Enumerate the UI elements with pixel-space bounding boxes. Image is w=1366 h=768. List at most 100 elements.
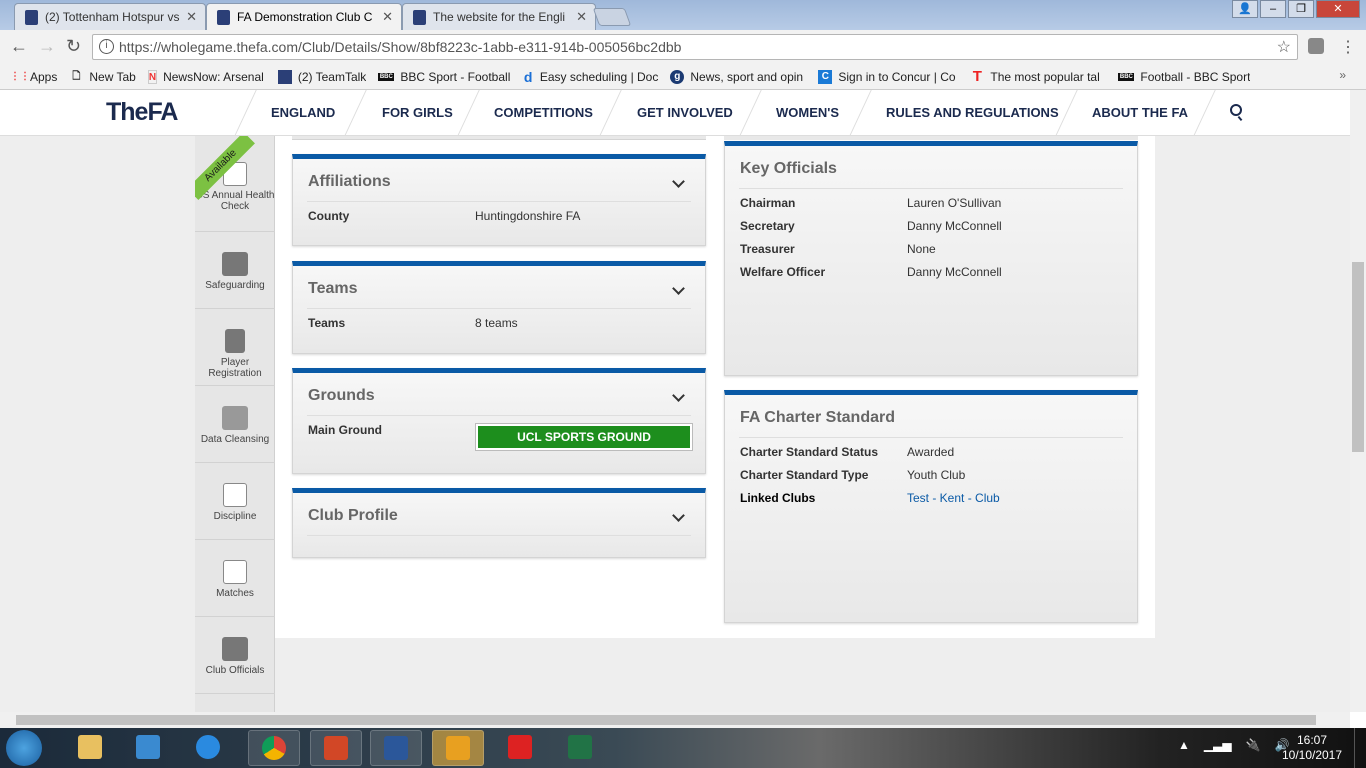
chevron-down-icon[interactable] (672, 389, 685, 402)
field-label: County (308, 209, 350, 223)
nav-rules-and-regulations[interactable]: RULES AND REGULATIONS (886, 105, 1059, 120)
field-label: Secretary (740, 219, 795, 233)
field-value: Lauren O'Sullivan (907, 196, 1002, 210)
start-button[interactable] (6, 730, 42, 766)
sidebar-item-matches[interactable]: Matches (195, 540, 275, 617)
concur-icon: C (818, 69, 833, 84)
sidebar-item-data-cleansing[interactable]: Data Cleansing (195, 386, 275, 463)
close-tab-icon[interactable]: ✕ (382, 9, 393, 24)
chrome-taskbar-button[interactable] (248, 730, 300, 766)
sidebar-item-cs-annual-health-check[interactable]: Available CS Annual Health Check (195, 136, 275, 232)
people-icon (222, 637, 248, 661)
tab-label: (2) Tottenham Hotspur vs (45, 10, 180, 24)
bookmark-bbc-sport[interactable]: BBC BBC Sport - Football (378, 69, 511, 84)
bookmark-star-icon[interactable]: ☆ (1276, 39, 1291, 56)
bookmark-concur[interactable]: C Sign in to Concur | Co (818, 69, 958, 84)
minimize-button[interactable]: – (1260, 0, 1286, 18)
media-taskbar-button[interactable] (122, 730, 174, 766)
affiliations-panel: Affiliations County Huntingdonshire FA (292, 154, 706, 246)
volume-icon[interactable]: 🔊 (1274, 738, 1290, 752)
nav-get-involved[interactable]: GET INVOLVED (637, 105, 733, 120)
tab-tottenham[interactable]: (2) Tottenham Hotspur vs ✕ (14, 3, 206, 30)
doodle-icon: d (523, 69, 533, 84)
word-taskbar-button[interactable] (370, 730, 422, 766)
charter-standard-panel: FA Charter Standard Charter Standard Sta… (724, 390, 1138, 623)
extension-icon[interactable] (1308, 38, 1324, 54)
linked-club-link[interactable]: Test - Kent - Club (907, 491, 1000, 505)
powerpoint-taskbar-button[interactable] (310, 730, 362, 766)
address-bar[interactable]: i https://wholegame.thefa.com/Club/Detail… (92, 34, 1298, 60)
tab-label: FA Demonstration Club C (237, 10, 373, 24)
browser-toolbar: ← → ↻ i https://wholegame.thefa.com/Club/… (0, 30, 1366, 64)
fa-crest-icon (413, 10, 426, 25)
outlook-taskbar-button[interactable] (432, 730, 484, 766)
horizontal-scrollbar[interactable] (0, 712, 1350, 728)
close-tab-icon[interactable]: ✕ (186, 9, 197, 24)
ie-taskbar-button[interactable] (182, 730, 234, 766)
document-football-icon (223, 483, 247, 507)
power-icon[interactable]: 🔌 (1245, 738, 1261, 752)
show-hidden-icons[interactable]: ▲ (1178, 738, 1190, 752)
close-window-button[interactable]: ✕ (1316, 0, 1360, 18)
field-value: 8 teams (475, 316, 518, 330)
bookmark-football-bbc[interactable]: BBC Football - BBC Sport (1118, 69, 1251, 84)
windows-taskbar: ▲ ▁▃▅ 🔌 🔊 16:07 10/10/2017 (0, 728, 1366, 768)
nav-england[interactable]: ENGLAND (271, 105, 336, 120)
clock[interactable]: 16:07 10/10/2017 (1280, 733, 1344, 763)
newsnow-icon: N (147, 69, 158, 84)
bookmark-doodle[interactable]: d Easy scheduling | Doc (523, 69, 659, 84)
bookmark-guardian[interactable]: g News, sport and opin (670, 69, 806, 84)
bbc-icon: BBC (1118, 72, 1135, 81)
bookmark-newsnow[interactable]: N NewsNow: Arsenal N (147, 69, 266, 84)
folder-icon (78, 735, 102, 759)
tab-english-fa[interactable]: The website for the Engli ✕ (402, 3, 596, 30)
info-icon[interactable]: i (99, 39, 114, 54)
sidebar-item-club-officials[interactable]: Club Officials (195, 617, 275, 694)
vertical-scrollbar[interactable] (1350, 90, 1366, 712)
excel-taskbar-button[interactable] (554, 730, 606, 766)
more-bookmarks-button[interactable]: » (1339, 68, 1346, 82)
tab-fa-demonstration[interactable]: FA Demonstration Club C ✕ (206, 3, 402, 30)
close-tab-icon[interactable]: ✕ (576, 9, 587, 24)
show-desktop-button[interactable] (1354, 728, 1366, 768)
nav-about-the-fa[interactable]: ABOUT THE FA (1092, 105, 1189, 120)
fa-logo[interactable]: TheFA (106, 98, 178, 126)
search-icon[interactable] (1230, 104, 1242, 116)
panel-title: Key Officials (740, 160, 837, 177)
sidebar-item-discipline[interactable]: Discipline (195, 463, 275, 540)
bookmark-new-tab[interactable]: 🗋 New Tab (69, 70, 136, 84)
back-icon[interactable]: ← (10, 36, 28, 56)
chevron-down-icon[interactable] (672, 175, 685, 188)
tab-label: The website for the Engli (433, 10, 566, 24)
apps-grid-icon: ⋮⋮ (10, 70, 30, 82)
menu-icon[interactable]: ⋮ (1340, 39, 1356, 56)
signal-icon[interactable]: ▁▃▅ (1203, 738, 1232, 752)
shirt-icon (225, 329, 245, 353)
chevron-down-icon[interactable] (672, 509, 685, 522)
bookmark-teamtalk[interactable]: (2) TeamTalk (277, 69, 366, 84)
new-tab-button[interactable] (592, 8, 632, 26)
field-label: Charter Standard Status (740, 445, 879, 459)
panel-title: Affiliations (308, 173, 391, 190)
bookmark-apps[interactable]: ⋮⋮ Apps (10, 69, 58, 84)
scrollbar-thumb[interactable] (1352, 262, 1364, 452)
nav-womens[interactable]: WOMEN'S (776, 105, 840, 120)
nav-for-girls[interactable]: FOR GIRLS (382, 105, 453, 120)
sidebar-item-player-registration[interactable]: Player Registration (195, 309, 275, 386)
sidebar-item-safeguarding[interactable]: Safeguarding (195, 232, 275, 309)
acrobat-taskbar-button[interactable] (494, 730, 546, 766)
explorer-taskbar-button[interactable] (64, 730, 116, 766)
maximize-button[interactable]: ❐ (1288, 0, 1314, 18)
field-value: Danny McConnell (907, 219, 1002, 233)
reload-icon[interactable]: ↻ (66, 36, 82, 56)
field-label: Teams (308, 316, 346, 330)
nav-competitions[interactable]: COMPETITIONS (494, 105, 593, 120)
chevron-down-icon[interactable] (672, 282, 685, 295)
bookmark-telegraph[interactable]: T The most popular tal (970, 70, 1106, 84)
scrollbar-thumb[interactable] (16, 715, 1316, 725)
field-label: Welfare Officer (740, 265, 826, 279)
main-ground-button[interactable]: UCL SPORTS GROUND (475, 423, 693, 451)
forward-icon[interactable]: → (38, 36, 56, 56)
user-icon[interactable]: 👤 (1232, 0, 1258, 18)
panel-title: FA Charter Standard (740, 409, 895, 426)
